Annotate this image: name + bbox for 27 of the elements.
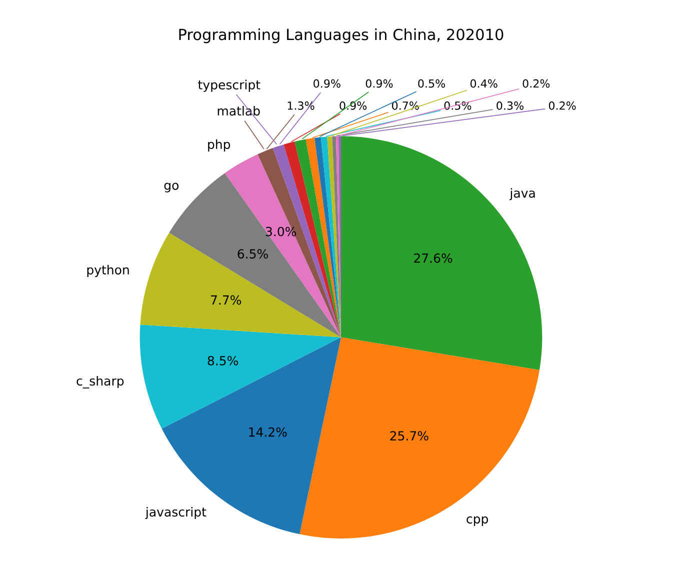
slice-label: cpp	[466, 516, 488, 526]
data-label: 0.2%	[522, 79, 550, 88]
data-label: 0.5%	[418, 79, 446, 88]
data-label: 8.5%	[208, 356, 238, 366]
data-label: 3.0%	[266, 226, 296, 236]
slice-label: c_sharp	[76, 376, 124, 388]
data-label: 25.7%	[390, 431, 428, 441]
chart-title: Programming Languages in China, 202010	[179, 28, 504, 44]
data-label: 0.3%	[496, 101, 524, 110]
data-label: 14.2%	[249, 427, 287, 437]
slice-label: typescript	[198, 80, 260, 92]
data-label: 0.9%	[314, 79, 340, 88]
pie-slice	[300, 337, 540, 538]
slice-label: javascript	[145, 506, 206, 520]
slice-label: java	[510, 188, 535, 200]
data-label: 0.2%	[548, 101, 576, 110]
slice-label: php	[208, 139, 230, 152]
data-label: 0.4%	[470, 79, 498, 88]
data-label: 0.5%	[444, 101, 472, 110]
slice-label: python	[87, 264, 129, 277]
data-label: 27.6%	[414, 253, 452, 263]
slice-label: go	[164, 182, 179, 192]
data-label: 7.7%	[211, 295, 242, 305]
data-label: 0.7%	[392, 101, 419, 110]
data-label: 6.5%	[238, 249, 268, 259]
pie-slice	[140, 324, 341, 429]
data-label: 0.9%	[366, 79, 393, 88]
